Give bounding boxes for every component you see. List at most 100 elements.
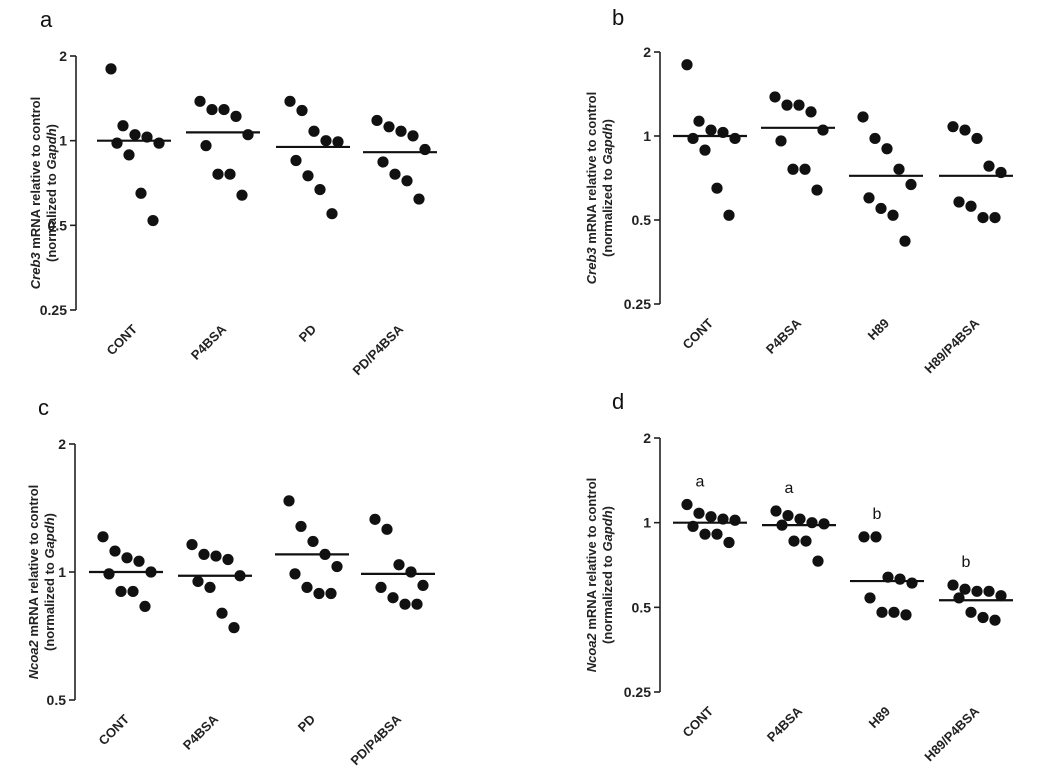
data-point bbox=[959, 583, 971, 595]
panel-d: d 0.25 0.5 1 2 Ncoa2 mRNA relative to control… bbox=[584, 389, 1013, 764]
data-point bbox=[381, 523, 393, 535]
significance-letter: b bbox=[873, 506, 882, 523]
data-point bbox=[794, 513, 806, 525]
data-point bbox=[135, 187, 147, 199]
data-point bbox=[204, 581, 216, 593]
data-point bbox=[111, 137, 123, 149]
data-point bbox=[770, 505, 782, 517]
data-point bbox=[983, 160, 995, 172]
data-point bbox=[210, 550, 222, 562]
data-point bbox=[326, 208, 338, 220]
data-point bbox=[325, 587, 337, 600]
data-point bbox=[109, 545, 121, 557]
x-tick-label: PD bbox=[295, 712, 318, 735]
data-point bbox=[301, 581, 313, 593]
data-point bbox=[153, 137, 165, 149]
x-tick-label: H89 bbox=[865, 316, 892, 343]
data-point bbox=[947, 579, 959, 591]
data-point bbox=[899, 235, 911, 247]
panel-a: a 0.25 0.5 1 2 Creb3 mRNA relative to control… bbox=[28, 7, 437, 378]
data-point bbox=[693, 507, 705, 519]
y-tick-label: 0.25 bbox=[40, 302, 67, 318]
y-axis-label-line2: (normalized to Gapdh) bbox=[600, 119, 615, 257]
data-point bbox=[959, 124, 971, 136]
data-point bbox=[900, 609, 912, 621]
data-point bbox=[212, 168, 224, 180]
data-point bbox=[230, 110, 242, 122]
x-tick-label: CONT bbox=[679, 315, 716, 352]
y-tick-label: 1 bbox=[58, 564, 66, 580]
data-point bbox=[989, 212, 1001, 224]
data-point bbox=[290, 154, 302, 167]
data-point bbox=[413, 193, 425, 205]
data-point bbox=[307, 535, 319, 548]
data-point bbox=[147, 214, 159, 227]
x-tick-label: P4BSA bbox=[763, 315, 805, 357]
data-point bbox=[320, 135, 332, 147]
data-point bbox=[806, 517, 818, 529]
data-point bbox=[283, 495, 295, 507]
y-tick-label: 1 bbox=[643, 128, 651, 144]
data-point bbox=[681, 59, 693, 71]
x-tick-label: PD/P4BSA bbox=[348, 711, 405, 768]
data-point bbox=[405, 566, 417, 578]
x-tick-label: PD bbox=[296, 322, 319, 345]
data-point bbox=[858, 531, 870, 543]
data-point bbox=[393, 559, 405, 571]
data-point bbox=[115, 585, 127, 598]
data-point bbox=[127, 585, 139, 598]
data-point bbox=[284, 95, 296, 107]
data-point bbox=[699, 528, 711, 540]
data-point bbox=[977, 611, 989, 624]
data-point bbox=[869, 132, 881, 145]
data-point bbox=[805, 106, 817, 118]
significance-letter: a bbox=[785, 480, 794, 497]
data-point bbox=[296, 104, 308, 117]
data-point bbox=[729, 132, 741, 145]
data-point bbox=[977, 212, 989, 224]
data-point bbox=[133, 555, 145, 567]
data-point bbox=[887, 209, 899, 221]
data-point bbox=[888, 606, 900, 618]
data-point bbox=[863, 192, 875, 204]
data-point bbox=[775, 135, 787, 147]
data-point bbox=[769, 91, 781, 103]
y-tick-label: 1 bbox=[643, 515, 651, 531]
data-point bbox=[117, 120, 129, 132]
data-point bbox=[302, 170, 314, 182]
data-point bbox=[395, 125, 407, 137]
data-point bbox=[222, 553, 234, 566]
data-point bbox=[236, 189, 248, 201]
data-point bbox=[995, 590, 1007, 602]
x-tick-label: CONT bbox=[679, 703, 716, 740]
y-tick-label: 2 bbox=[58, 436, 66, 452]
data-point bbox=[906, 577, 918, 589]
y-axis-label-line1: Creb3 mRNA relative to control bbox=[584, 92, 599, 284]
data-point bbox=[905, 178, 917, 191]
data-point bbox=[200, 140, 212, 152]
data-point bbox=[711, 182, 723, 194]
data-point bbox=[308, 125, 320, 137]
y-tick-label: 2 bbox=[643, 430, 651, 446]
data-point bbox=[705, 511, 717, 523]
data-point bbox=[799, 163, 811, 175]
data-point bbox=[870, 531, 882, 543]
x-tick-label: H89/P4BSA bbox=[921, 315, 982, 376]
data-point bbox=[377, 156, 389, 168]
data-point bbox=[893, 163, 905, 175]
data-point bbox=[788, 535, 800, 547]
y-tick-label: 0.5 bbox=[48, 217, 68, 233]
data-point bbox=[953, 592, 965, 604]
data-point bbox=[894, 573, 906, 585]
panel-label: d bbox=[612, 389, 624, 414]
x-tick-label: CONT bbox=[103, 321, 140, 358]
significance-letter: b bbox=[962, 554, 971, 571]
data-point bbox=[781, 99, 793, 111]
y-axis-label-line1: Ncoa2 mRNA relative to control bbox=[584, 478, 599, 673]
y-tick-label: 2 bbox=[643, 44, 651, 60]
data-point bbox=[723, 536, 735, 549]
data-point bbox=[224, 168, 236, 180]
y-tick-label: 1 bbox=[59, 133, 67, 149]
data-point bbox=[105, 63, 117, 75]
